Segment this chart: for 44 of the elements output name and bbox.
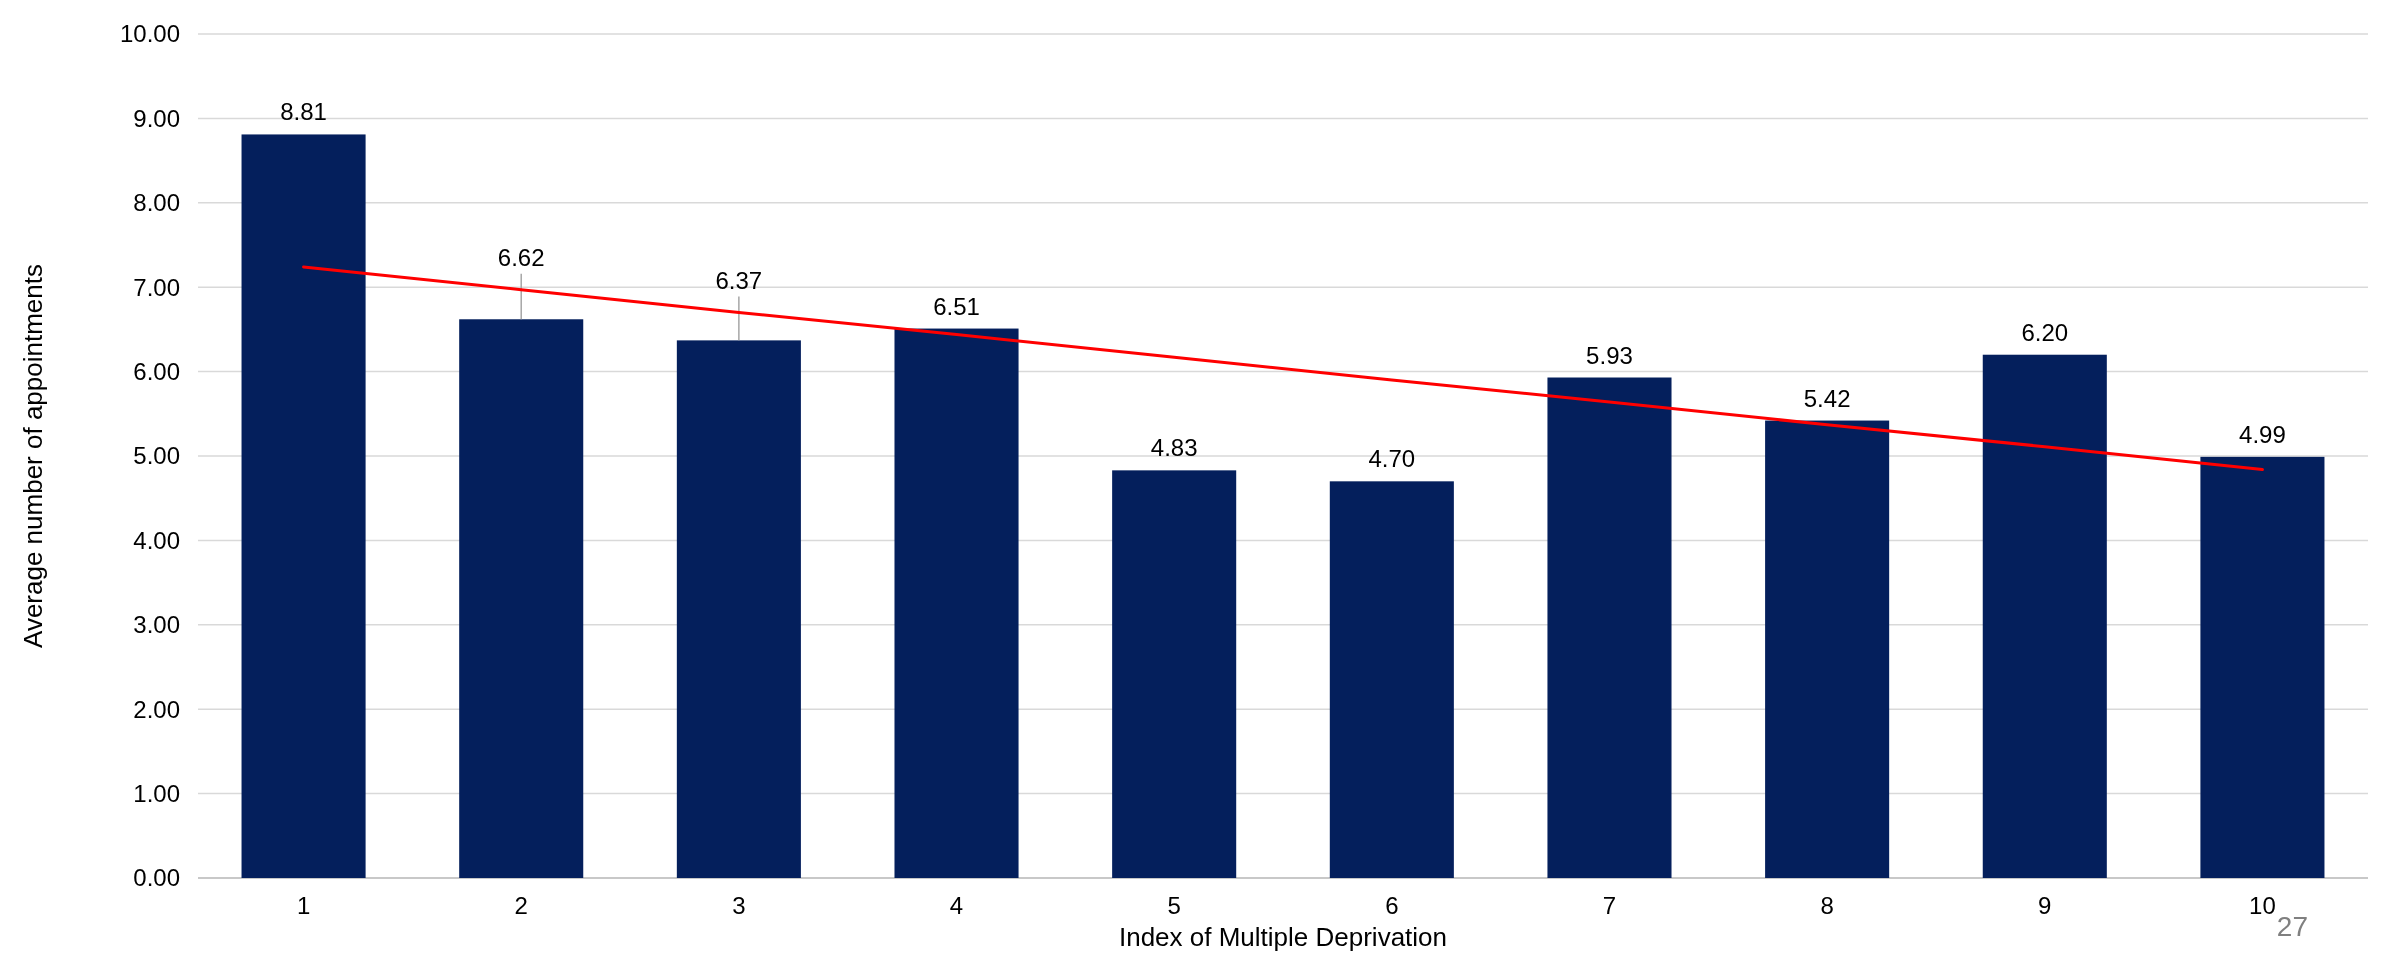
y-tick-label: 7.00 bbox=[133, 273, 180, 301]
y-tick-label: 4.00 bbox=[133, 526, 180, 554]
bar bbox=[241, 134, 366, 878]
y-tick-label: 8.00 bbox=[133, 189, 180, 217]
y-tick-label: 5.00 bbox=[133, 442, 180, 470]
bar bbox=[1112, 470, 1237, 878]
bar bbox=[1547, 377, 1672, 878]
x-tick-label: 5 bbox=[1167, 892, 1181, 919]
bar bbox=[1765, 420, 1890, 878]
x-tick-label: 2 bbox=[514, 892, 528, 919]
bar bbox=[1982, 354, 2107, 878]
data-label: 6.37 bbox=[715, 266, 763, 294]
data-label: 4.70 bbox=[1368, 445, 1416, 473]
x-tick-label: 1 bbox=[296, 892, 311, 919]
y-tick-label: 3.00 bbox=[133, 611, 180, 639]
y-tick-label: 6.00 bbox=[133, 358, 180, 385]
x-tick-label: 3 bbox=[732, 892, 746, 919]
y-axis-title: Average number of appointments bbox=[18, 264, 48, 648]
text: 27 bbox=[2276, 911, 2308, 942]
data-label: 6.20 bbox=[2021, 318, 2069, 346]
x-tick-label: 9 bbox=[2038, 892, 2052, 919]
data-label: 4.83 bbox=[1150, 434, 1198, 462]
y-tick-label: 0.00 bbox=[133, 864, 180, 892]
bar bbox=[894, 328, 1019, 878]
data-label: 5.42 bbox=[1803, 384, 1851, 412]
bar bbox=[2200, 456, 2325, 878]
data-label: 6.51 bbox=[933, 292, 980, 320]
x-tick-label: 4 bbox=[949, 892, 964, 919]
y-tick-label: 2.00 bbox=[133, 695, 180, 723]
bar bbox=[459, 319, 584, 878]
bar bbox=[1329, 481, 1454, 878]
x-tick-label: 10 bbox=[2249, 892, 2276, 919]
data-label: 5.93 bbox=[1586, 341, 1633, 369]
y-tick-label: 1.00 bbox=[133, 780, 180, 807]
y-tick-label: 10.00 bbox=[119, 20, 180, 48]
data-label: 8.81 bbox=[280, 98, 327, 126]
x-axis-title: Index of Multiple Deprivation bbox=[1118, 922, 1448, 952]
x-tick-label: 6 bbox=[1385, 892, 1399, 919]
data-label: 6.62 bbox=[497, 243, 545, 271]
x-tick-label: 8 bbox=[1820, 892, 1834, 919]
x-tick-label: 7 bbox=[1602, 892, 1617, 919]
y-tick-label: 9.00 bbox=[133, 104, 180, 132]
data-label: 4.99 bbox=[2239, 420, 2286, 448]
bar bbox=[676, 340, 801, 878]
